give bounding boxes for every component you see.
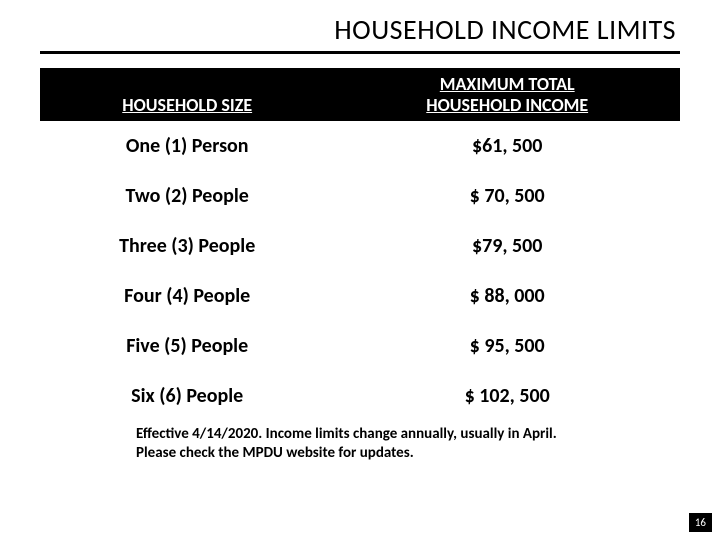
cell-size: Six (6) People <box>40 371 334 421</box>
cell-size: Four (4) People <box>40 271 334 321</box>
table-row: Five (5) People $ 95, 500 <box>40 321 680 371</box>
page-number: 16 <box>689 513 712 532</box>
cell-income: $ 70, 500 <box>334 171 680 221</box>
cell-size: Five (5) People <box>40 321 334 371</box>
slide: HOUSEHOLD INCOME LIMITS HOUSEHOLD SIZE M… <box>0 0 720 540</box>
cell-size: Three (3) People <box>40 221 334 271</box>
table-row: Two (2) People $ 70, 500 <box>40 171 680 221</box>
cell-size: One (1) Person <box>40 121 334 171</box>
header-max-income-line2: HOUSEHOLD INCOME <box>342 95 672 116</box>
cell-income: $ 88, 000 <box>334 271 680 321</box>
header-max-income-line1: MAXIMUM TOTAL <box>342 74 672 95</box>
table-row: Four (4) People $ 88, 000 <box>40 271 680 321</box>
table-row: One (1) Person $61, 500 <box>40 121 680 171</box>
header-household-size-text: HOUSEHOLD SIZE <box>48 95 326 116</box>
page-title: HOUSEHOLD INCOME LIMITS <box>40 10 680 49</box>
footnote: Effective 4/14/2020. Income limits chang… <box>136 425 566 463</box>
cell-size: Two (2) People <box>40 171 334 221</box>
header-max-income: MAXIMUM TOTAL HOUSEHOLD INCOME <box>334 68 680 121</box>
table-row: Six (6) People $ 102, 500 <box>40 371 680 421</box>
table-row: Three (3) People $79, 500 <box>40 221 680 271</box>
header-household-size: HOUSEHOLD SIZE <box>40 68 334 121</box>
table-header-row: HOUSEHOLD SIZE MAXIMUM TOTAL HOUSEHOLD I… <box>40 68 680 121</box>
title-rule <box>40 51 680 54</box>
cell-income: $ 95, 500 <box>334 321 680 371</box>
cell-income: $61, 500 <box>334 121 680 171</box>
income-limits-table: HOUSEHOLD SIZE MAXIMUM TOTAL HOUSEHOLD I… <box>40 68 680 421</box>
cell-income: $79, 500 <box>334 221 680 271</box>
cell-income: $ 102, 500 <box>334 371 680 421</box>
